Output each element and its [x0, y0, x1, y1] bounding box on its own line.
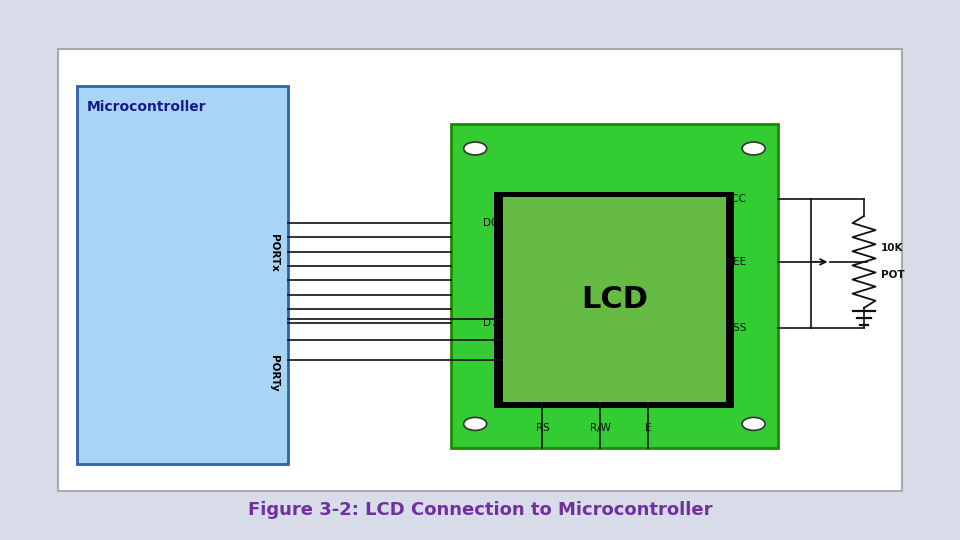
Text: E: E [645, 423, 651, 433]
Text: VSS: VSS [727, 323, 747, 333]
Text: R/W: R/W [589, 423, 611, 433]
Circle shape [464, 417, 487, 430]
Text: D7: D7 [483, 319, 497, 328]
Bar [451, 124, 778, 448]
Circle shape [464, 142, 487, 155]
Text: POT: POT [881, 271, 905, 280]
Text: VEE: VEE [727, 257, 747, 267]
Text: PORTx: PORTx [269, 234, 278, 272]
Circle shape [742, 417, 765, 430]
Text: D0: D0 [483, 218, 497, 228]
Text: Figure 3-2: LCD Connection to Microcontroller: Figure 3-2: LCD Connection to Microcontr… [248, 501, 712, 519]
Text: Microcontroller: Microcontroller [86, 100, 206, 114]
Bar [77, 86, 288, 464]
Text: VCC: VCC [725, 194, 747, 204]
Bar [58, 49, 902, 491]
Text: LCD: LCD [581, 285, 648, 314]
Text: 10K: 10K [881, 244, 903, 253]
Bar [503, 197, 726, 402]
Circle shape [742, 142, 765, 155]
Text: RS: RS [536, 423, 549, 433]
Text: PORTy: PORTy [269, 355, 278, 392]
Bar [494, 192, 734, 408]
